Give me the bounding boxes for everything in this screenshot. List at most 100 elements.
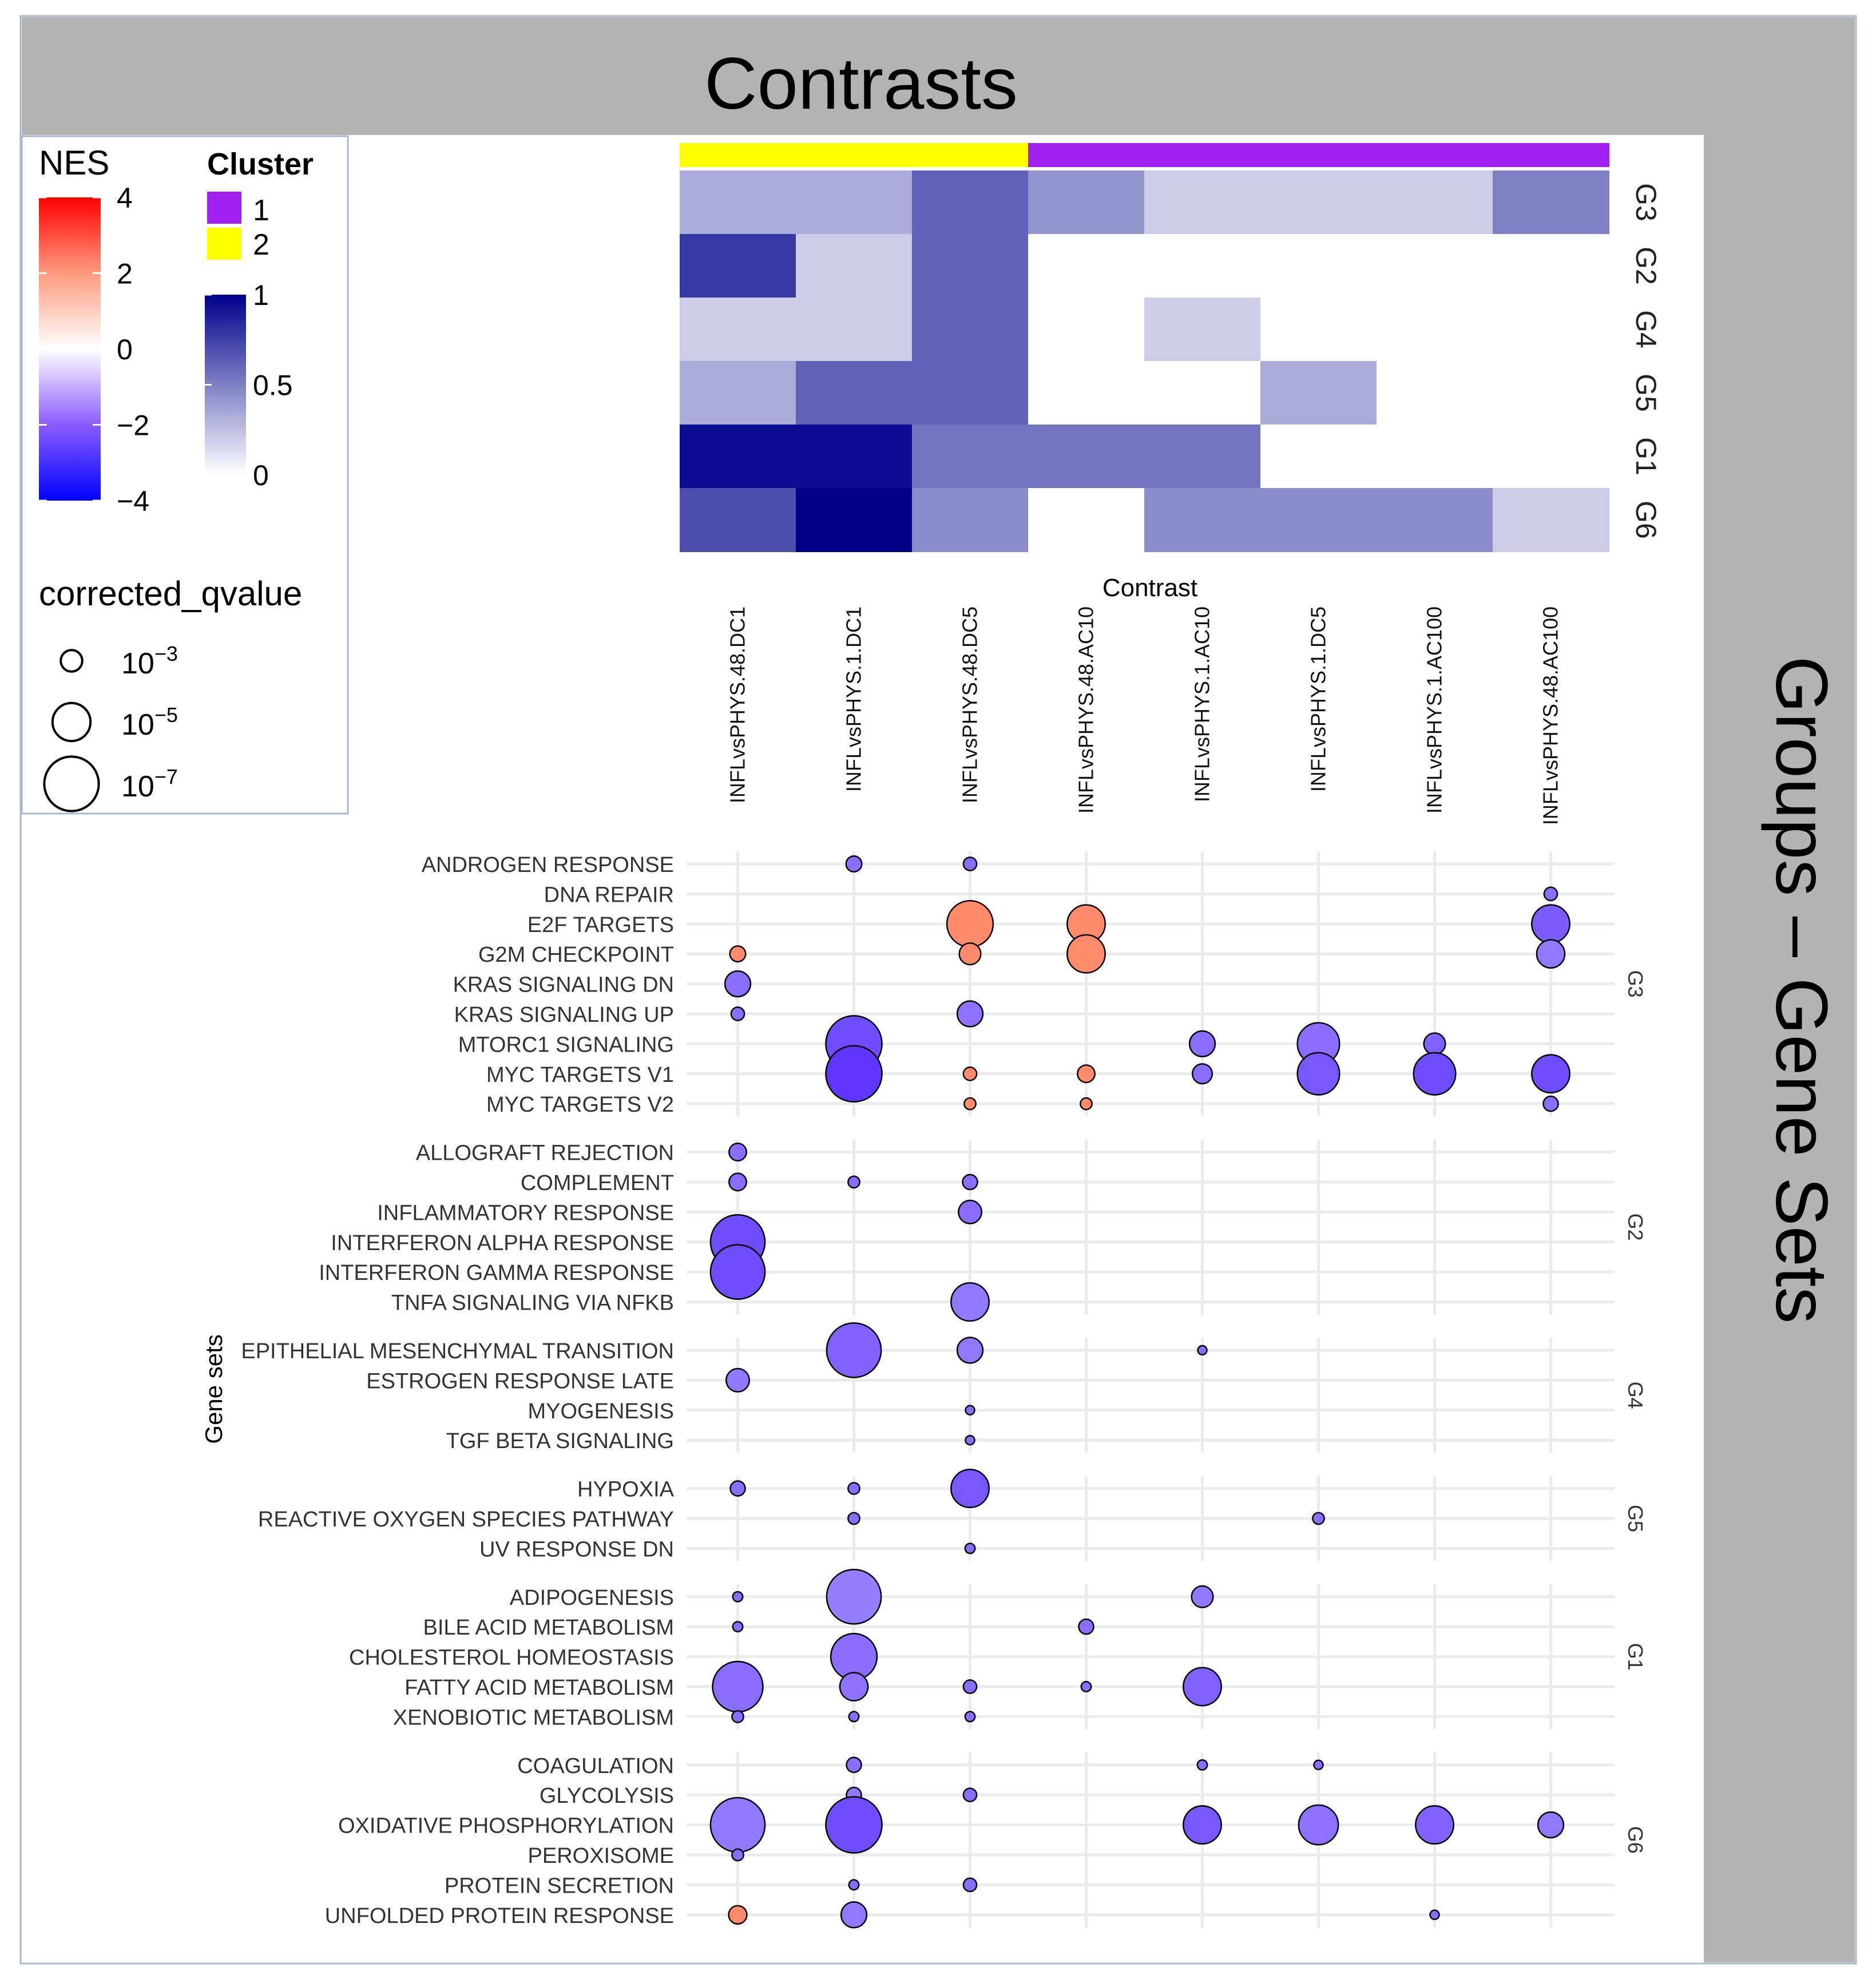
qvalue-legend-circle (51, 701, 92, 743)
heatmap-cell (1260, 361, 1377, 425)
heatmap-cell (1144, 234, 1261, 298)
dot-point (728, 1172, 747, 1192)
dot-point (950, 1282, 990, 1322)
heatmap-cell (1377, 234, 1493, 298)
heatmap-cell (1260, 170, 1377, 235)
cluster-bar-cell (1493, 143, 1609, 167)
dot-point (709, 1244, 766, 1300)
heatmap-cell (680, 488, 796, 552)
dot-point (1183, 1805, 1222, 1845)
dot-point (1312, 1512, 1325, 1525)
dot-point (732, 1591, 744, 1603)
qvalue-legend-label: 10−7 (121, 765, 178, 803)
dot-point (1188, 1030, 1216, 1058)
dot-point (965, 1405, 975, 1416)
heatmap-row-label: G1 (1630, 437, 1662, 475)
contrast-label: INFLvsPHYS.48.AC100 (1539, 606, 1562, 825)
dot-point (709, 1796, 766, 1853)
dot-point (1413, 1052, 1457, 1096)
dot-point (732, 1621, 744, 1633)
cluster-bar-cell (912, 143, 1029, 167)
dot-point (1196, 1759, 1208, 1771)
heatmap-cell (1028, 361, 1145, 425)
dot-point (964, 1542, 976, 1554)
heatmap-cell (1260, 234, 1377, 298)
heatmap-cell (1028, 234, 1145, 298)
dot-point (845, 855, 863, 873)
dot-point (847, 1482, 860, 1496)
heatmap-cell (912, 361, 1029, 425)
dot-point (963, 1097, 977, 1111)
cluster-bar-cell (680, 143, 796, 167)
contrast-label: INFLvsPHYS.1.AC100 (1423, 606, 1446, 814)
heatmap-cell (1377, 361, 1493, 425)
heatmap-cell (1144, 170, 1261, 235)
gene-set-label: PEROXISOME (528, 1844, 675, 1868)
gene-set-label: COAGULATION (517, 1754, 674, 1778)
dot-point (731, 1710, 744, 1723)
heatmap-cell (1144, 488, 1261, 552)
qvalue-legend-circle (43, 755, 100, 812)
heatmap-cell (1493, 234, 1609, 298)
dot-point (1536, 939, 1566, 969)
contrast-label: INFLvsPHYS.48.DC1 (726, 606, 749, 803)
gene-set-label: FATTY ACID METABOLISM (404, 1676, 674, 1700)
dot-point (962, 1066, 978, 1081)
gene-set-label: KRAS SIGNALING DN (453, 973, 674, 997)
legend-nes: NES 4 2 0 −2 −4 (39, 144, 149, 517)
gene-set-label: COMPLEMENT (521, 1171, 674, 1195)
heatmap-cell (1377, 298, 1493, 362)
dot-point (1298, 1804, 1339, 1846)
dot-point (1077, 1064, 1096, 1084)
dot-point (728, 1143, 747, 1162)
heatmap-cell (680, 170, 796, 235)
dot-point (728, 1905, 748, 1925)
dot-point (825, 1796, 883, 1854)
dot-point (962, 856, 978, 871)
contrast-label: INFLvsPHYS.1.DC5 (1307, 606, 1330, 792)
cluster-bar-cell (1377, 143, 1493, 167)
heatmap-cell (1260, 488, 1377, 552)
dot-point (962, 1173, 978, 1191)
contrast-label: INFLvsPHYS.1.DC1 (842, 606, 866, 792)
dot-point (1078, 1618, 1094, 1635)
heatmap-cell (680, 425, 796, 489)
heatmap-cell (1493, 298, 1609, 362)
dot-point (839, 1672, 869, 1702)
header-strip (22, 17, 1704, 135)
dot-point (848, 1879, 860, 1891)
gene-set-label: MYC TARGETS V2 (486, 1093, 674, 1117)
heatmap-cell (912, 234, 1029, 298)
dot-point (826, 1322, 882, 1378)
heatmap-cell (1028, 170, 1145, 235)
dotplot-ylabel: Gene sets (200, 1334, 227, 1443)
gene-set-label: E2F TARGETS (527, 913, 674, 937)
dot-point (956, 1000, 984, 1028)
dot-point (965, 1434, 975, 1446)
dot-point (950, 1469, 990, 1509)
dot-point (1080, 1097, 1093, 1111)
heatmap-cell (912, 425, 1029, 489)
gene-set-label: KRAS SIGNALING UP (454, 1003, 674, 1027)
gene-set-label: REACTIVE OXYGEN SPECIES PATHWAY (258, 1508, 674, 1532)
dot-point (1191, 1585, 1214, 1608)
cluster-bar-cell (1144, 143, 1261, 167)
heatmap-cell (1260, 298, 1377, 362)
heatmap-cell (912, 170, 1029, 235)
gene-set-label: EPITHELIAL MESENCHYMAL TRANSITION (241, 1339, 674, 1363)
dot-point (1066, 934, 1106, 974)
legend-cluster: Cluster 1 2 (207, 147, 314, 261)
heatmap-cell (1260, 425, 1377, 489)
dot-point (1531, 1054, 1570, 1094)
dot-point (730, 1006, 745, 1021)
legend-cluster-label-2: 2 (253, 228, 269, 261)
heatmap-cell (1493, 488, 1609, 552)
gene-set-label: DNA REPAIR (544, 883, 674, 907)
heatmap-cell (1144, 361, 1261, 425)
heatmap-row-label: G5 (1630, 374, 1662, 412)
legend-nes-colorbar (39, 197, 101, 501)
heatmap-cell (680, 361, 796, 425)
heatmap-cell (1028, 425, 1145, 489)
cluster-bar-cell (1028, 143, 1145, 167)
